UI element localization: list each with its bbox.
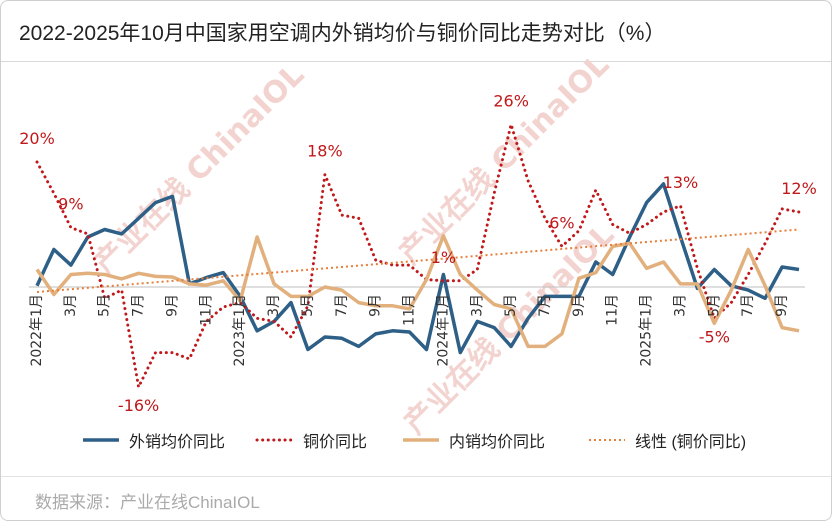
data-label: 12%: [781, 179, 817, 198]
x-tick-label: 7月: [537, 294, 553, 317]
x-tick-label: 3月: [672, 294, 688, 317]
x-tick-label: 5月: [706, 294, 722, 317]
x-tick-label: 2022年1月: [29, 294, 45, 367]
data-label: 18%: [307, 142, 343, 161]
x-tick-label: 11月: [402, 294, 418, 326]
data-label: 6%: [549, 213, 574, 232]
x-tick-label: 7月: [740, 294, 756, 317]
legend-item: 线性 (铜价同比): [587, 428, 746, 452]
data-label: 9%: [58, 195, 83, 214]
data-label: -16%: [118, 396, 159, 415]
watermark-text: 产业在线 ChinaIOL: [87, 57, 311, 281]
legend-label: 外销均价同比: [129, 434, 226, 451]
x-tick-label: 9月: [571, 294, 587, 317]
legend-item: 铜价同比: [255, 428, 367, 452]
x-tick-label: 7月: [334, 294, 350, 317]
legend-swatch: [403, 438, 439, 442]
source-divider: [1, 476, 831, 477]
x-tick-label: 9月: [164, 294, 180, 317]
data-label: -5%: [699, 327, 730, 346]
chart-title: 2022-2025年10月中国家用空调内外销均价与铜价同比走势对比（%）: [19, 22, 666, 45]
series-line-1: [35, 123, 801, 389]
x-tick-label: 5月: [300, 294, 316, 317]
x-tick-label: 9月: [368, 294, 384, 317]
legend-label: 铜价同比: [303, 434, 368, 451]
x-tick-label: 2025年1月: [639, 294, 655, 367]
x-tick-label: 9月: [774, 294, 790, 317]
legend-label: 线性 (铜价同比): [635, 434, 747, 451]
legend-swatch: [589, 439, 625, 441]
x-tick-label: 3月: [63, 294, 79, 317]
title-divider: [1, 61, 831, 62]
x-tick-label: 7月: [131, 294, 147, 317]
legend-swatch: [83, 438, 119, 442]
data-label: 26%: [493, 92, 529, 111]
data-label: 13%: [663, 173, 699, 192]
x-tick-label: 2024年1月: [435, 294, 451, 367]
watermark: 产业在线 ChinaIOL: [87, 57, 311, 281]
data-label: 1%: [431, 248, 456, 267]
x-tick-label: 3月: [266, 294, 282, 317]
x-tick-label: 5月: [97, 294, 113, 317]
x-tick-label: 11月: [605, 294, 621, 326]
x-tick-label: 3月: [469, 294, 485, 317]
x-tick-label: 2023年1月: [232, 294, 248, 367]
legend-label: 内销均价同比: [449, 434, 546, 451]
legend-item: 外销均价同比: [81, 428, 225, 452]
x-tick-label: 11月: [198, 294, 214, 326]
data-source: 数据来源：产业在线ChinaIOL: [35, 493, 260, 512]
x-tick-label: 5月: [503, 294, 519, 317]
series-line-2: [35, 234, 800, 349]
series-line-0: [35, 182, 800, 355]
data-label: 20%: [19, 129, 55, 148]
legend-item: 内销均价同比: [401, 428, 545, 452]
legend-swatch: [255, 438, 295, 442]
chart-legend: 外销均价同比 铜价同比 内销均价同比 线性 (铜价同比): [1, 428, 831, 452]
